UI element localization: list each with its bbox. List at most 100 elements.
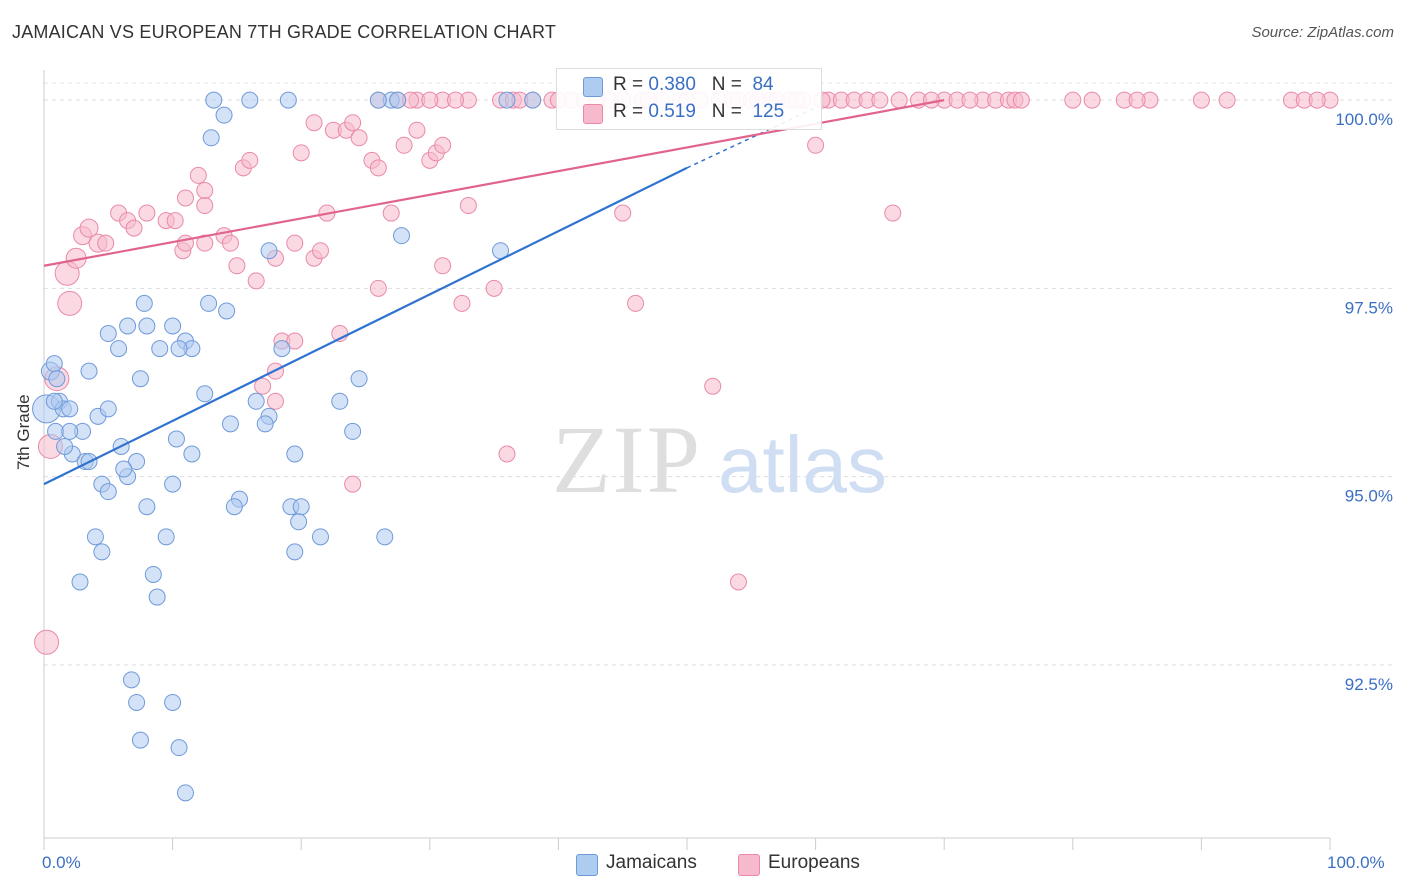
europeans-point <box>305 114 323 132</box>
y-tick-label: 97.5% <box>1345 298 1393 317</box>
europeans-point <box>254 377 272 395</box>
europeans-point <box>1012 91 1030 109</box>
legend-r-value: 0.380 <box>648 74 696 95</box>
europeans-point <box>408 121 426 139</box>
bottom-legend-label-europeans: Europeans <box>768 852 860 873</box>
jamaicans-point <box>71 573 89 591</box>
jamaicans-point <box>389 91 407 109</box>
jamaicans-point <box>260 242 278 260</box>
jamaicans-point <box>286 543 304 561</box>
jamaicans-point <box>225 498 243 516</box>
europeans-point <box>166 212 184 230</box>
jamaicans-point <box>221 415 239 433</box>
jamaicans-point <box>61 422 79 440</box>
x-tick-label-max: 100.0% <box>1327 853 1385 872</box>
europeans-point <box>395 136 413 154</box>
europeans-point <box>266 392 284 410</box>
jamaicans-point <box>164 693 182 711</box>
jamaicans-point <box>376 528 394 546</box>
europeans-point <box>704 377 722 395</box>
jamaicans-point <box>47 422 65 440</box>
watermark-zip: ZIP <box>552 406 702 513</box>
europeans-point <box>344 475 362 493</box>
europeans-point <box>729 573 747 591</box>
europeans-point <box>1064 91 1082 109</box>
jamaicans-point <box>48 370 66 388</box>
jamaicans-point <box>241 91 259 109</box>
jamaicans-point <box>151 340 169 358</box>
europeans-point <box>1308 91 1326 109</box>
watermark-atlas: atlas <box>718 420 887 509</box>
europeans-point <box>221 234 239 252</box>
europeans-point <box>125 219 143 237</box>
europeans-point <box>485 279 503 297</box>
jamaicans-point <box>99 483 117 501</box>
jamaicans-point <box>86 528 104 546</box>
jamaicans-point <box>292 498 310 516</box>
legend-n-value: 125 <box>752 101 785 122</box>
jamaicans-point <box>350 370 368 388</box>
europeans-point <box>196 181 214 199</box>
europeans-point <box>498 445 516 463</box>
europeans-point <box>286 332 304 350</box>
jamaicans-point <box>80 362 98 380</box>
chart-title: JAMAICAN VS EUROPEAN 7TH GRADE CORRELATI… <box>12 22 557 42</box>
jamaicans-point <box>196 385 214 403</box>
jamaicans-point <box>200 294 218 312</box>
europeans-point <box>871 91 889 109</box>
europeans-point <box>344 114 362 132</box>
europeans-point <box>57 290 83 316</box>
legend-r-label: R = <box>613 101 644 122</box>
europeans-point <box>228 257 246 275</box>
jamaicans-trend-line <box>43 166 688 486</box>
jamaicans-point <box>122 671 140 689</box>
europeans-point <box>247 272 265 290</box>
jamaicans-point <box>170 739 188 757</box>
jamaicans-point <box>247 392 265 410</box>
europeans-point <box>447 91 465 109</box>
europeans-point <box>176 189 194 207</box>
europeans-point <box>97 234 115 252</box>
jamaicans-point <box>256 415 274 433</box>
europeans-point <box>922 91 940 109</box>
jamaicans-point <box>279 91 297 109</box>
europeans-point <box>311 242 329 260</box>
europeans-point <box>1128 91 1146 109</box>
jamaicans-point <box>128 693 146 711</box>
jamaicans-point <box>56 437 74 455</box>
bottom-legend-swatch-jamaicans <box>576 854 598 876</box>
legend-n-value: 84 <box>752 74 774 95</box>
jamaicans-point <box>498 91 516 109</box>
jamaicans-point <box>45 355 63 373</box>
jamaicans-point <box>344 422 362 440</box>
legend-swatch-jamaicans <box>583 77 603 97</box>
y-tick-label: 100.0% <box>1335 110 1393 129</box>
europeans-point <box>614 204 632 222</box>
europeans-point <box>196 197 214 215</box>
jamaicans-point <box>202 129 220 147</box>
jamaicans-point <box>119 317 137 335</box>
europeans-point <box>286 234 304 252</box>
jamaicans-point <box>138 317 156 335</box>
europeans-point <box>453 294 471 312</box>
legend-r-value: 0.519 <box>648 101 696 122</box>
jamaicans-point <box>218 302 236 320</box>
europeans-point <box>627 294 645 312</box>
legend-r-label: R = <box>613 74 644 95</box>
jamaicans-point <box>131 731 149 749</box>
europeans-point <box>382 204 400 222</box>
jamaicans-point <box>164 475 182 493</box>
y-tick-label: 92.5% <box>1345 675 1393 694</box>
europeans-point <box>189 166 207 184</box>
europeans-point <box>434 257 452 275</box>
jamaicans-point <box>311 528 329 546</box>
jamaicans-point <box>524 91 542 109</box>
jamaicans-point <box>148 588 166 606</box>
europeans-point <box>369 279 387 297</box>
jamaicans-point <box>170 340 188 358</box>
legend-n-label: N = <box>711 74 742 95</box>
europeans-point <box>292 144 310 162</box>
jamaicans-point <box>273 340 291 358</box>
y-tick-label: 95.0% <box>1345 487 1393 506</box>
